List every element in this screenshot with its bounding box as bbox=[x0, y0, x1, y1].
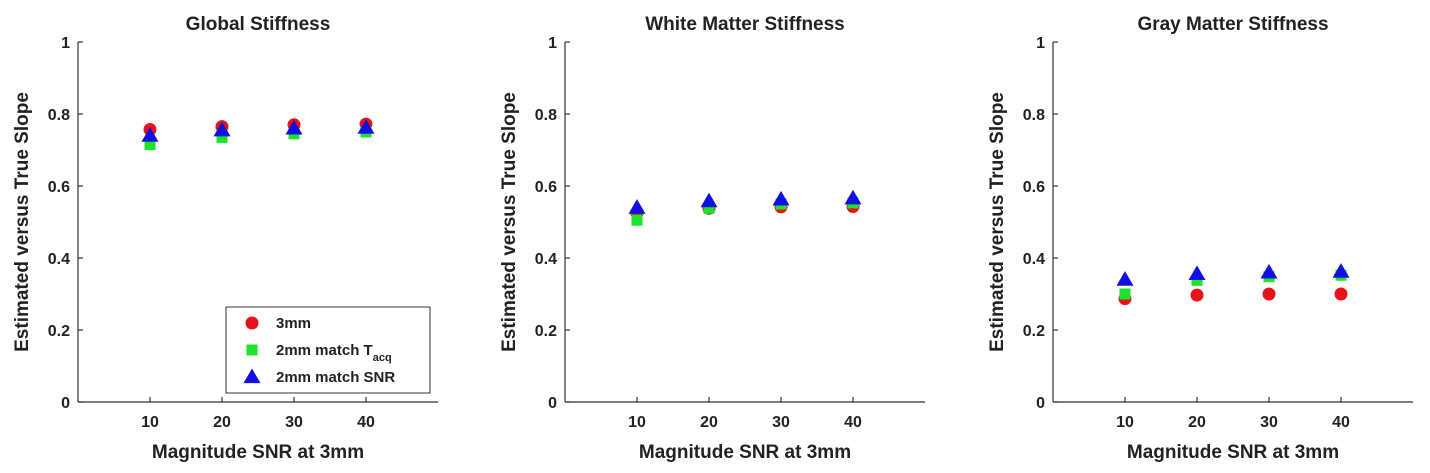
legend: 3mm 2mm match Tacq 2mm match SNR bbox=[225, 306, 431, 394]
y-tick-label: 0.2 bbox=[535, 323, 557, 340]
legend-box bbox=[225, 306, 431, 394]
data-point-triangle bbox=[772, 190, 790, 206]
data-point-circle bbox=[1334, 287, 1348, 301]
data-point-triangle bbox=[357, 119, 375, 134]
data-point-triangle bbox=[1116, 271, 1134, 286]
data-point-triangle bbox=[141, 127, 159, 142]
chart-title: White Matter Stiffness bbox=[645, 14, 845, 35]
x-axis-label: Magnitude SNR at 3mm bbox=[639, 442, 851, 463]
legend-label: 2mm match SNR bbox=[276, 369, 395, 386]
y-tick-label: 0.4 bbox=[1023, 251, 1045, 268]
legend-label-subscript: acq bbox=[373, 352, 392, 364]
x-tick-label: 40 bbox=[844, 414, 862, 431]
y-tick-label: 1 bbox=[1036, 35, 1045, 52]
data-point-square bbox=[1119, 288, 1131, 300]
x-tick-label: 20 bbox=[1188, 414, 1206, 431]
y-tick-label: 1 bbox=[548, 35, 557, 52]
data-point-square bbox=[144, 139, 156, 151]
x-tick-label: 40 bbox=[1332, 414, 1350, 431]
y-tick-label: 0.6 bbox=[1023, 179, 1045, 196]
y-axis-label: Estimated versus True Slope bbox=[12, 92, 33, 352]
data-point-square bbox=[1191, 274, 1203, 286]
legend-marker-triangle bbox=[243, 368, 261, 384]
y-tick-label: 0.2 bbox=[48, 323, 70, 340]
y-tick-label: 0.8 bbox=[535, 107, 557, 124]
legend-label: 2mm match Tacq bbox=[276, 342, 392, 364]
y-tick-label: 0.6 bbox=[535, 179, 557, 196]
y-tick-label: 0 bbox=[548, 395, 557, 412]
y-tick-label: 0.4 bbox=[535, 251, 557, 268]
data-point-triangle bbox=[1332, 263, 1350, 278]
y-tick-label: 0.4 bbox=[48, 251, 70, 268]
data-point-triangle bbox=[1188, 265, 1206, 280]
data-point-triangle bbox=[1260, 263, 1278, 279]
panel-1: 0 0.2 0.4 0.6 0.8 1 10 20 30 40 Global Stiffness Ma… bbox=[12, 14, 438, 463]
x-tick-label: 30 bbox=[1260, 414, 1278, 431]
legend-marker-circle bbox=[245, 316, 259, 330]
legend-label: 3mm bbox=[276, 315, 311, 332]
y-tick-label: 0.8 bbox=[1023, 107, 1045, 124]
y-tick-label: 0 bbox=[1036, 395, 1045, 412]
y-tick-label: 0.2 bbox=[1023, 323, 1045, 340]
y-tick-label: 1 bbox=[61, 35, 70, 52]
y-tick-label: 0.8 bbox=[48, 107, 70, 124]
data-point-triangle bbox=[628, 199, 646, 214]
legend-marker-square bbox=[246, 344, 258, 356]
data-point-circle bbox=[1262, 287, 1276, 301]
x-tick-label: 20 bbox=[213, 414, 231, 431]
data-point-circle bbox=[1190, 288, 1204, 302]
chart-title: Global Stiffness bbox=[186, 14, 331, 35]
data-point-triangle bbox=[700, 192, 718, 208]
data-point-triangle bbox=[844, 189, 862, 205]
y-tick-label: 0 bbox=[61, 395, 70, 412]
y-axis-label: Estimated versus True Slope bbox=[987, 92, 1008, 352]
data-point-triangle bbox=[213, 121, 231, 137]
x-axis-label: Magnitude SNR at 3mm bbox=[1127, 442, 1339, 463]
data-point-square bbox=[631, 214, 643, 226]
x-tick-label: 10 bbox=[1116, 414, 1134, 431]
chart-title: Gray Matter Stiffness bbox=[1137, 14, 1328, 35]
data-point-square bbox=[703, 202, 715, 214]
x-tick-label: 40 bbox=[357, 414, 375, 431]
x-tick-label: 30 bbox=[772, 414, 790, 431]
x-tick-label: 30 bbox=[285, 414, 303, 431]
y-tick-label: 0.6 bbox=[48, 179, 70, 196]
panel-3: 0 0.2 0.4 0.6 0.8 1 10 20 30 40 Gray Matter Stiffn… bbox=[987, 14, 1413, 463]
data-point-triangle bbox=[285, 119, 303, 135]
x-tick-label: 10 bbox=[628, 414, 646, 431]
x-tick-label: 20 bbox=[700, 414, 718, 431]
data-point-square bbox=[216, 131, 228, 143]
y-axis-label: Estimated versus True Slope bbox=[499, 92, 520, 352]
x-axis-label: Magnitude SNR at 3mm bbox=[152, 442, 364, 463]
panel-2: 0 0.2 0.4 0.6 0.8 1 10 20 30 40 White Matter Stiff… bbox=[499, 14, 925, 463]
x-tick-label: 10 bbox=[141, 414, 159, 431]
